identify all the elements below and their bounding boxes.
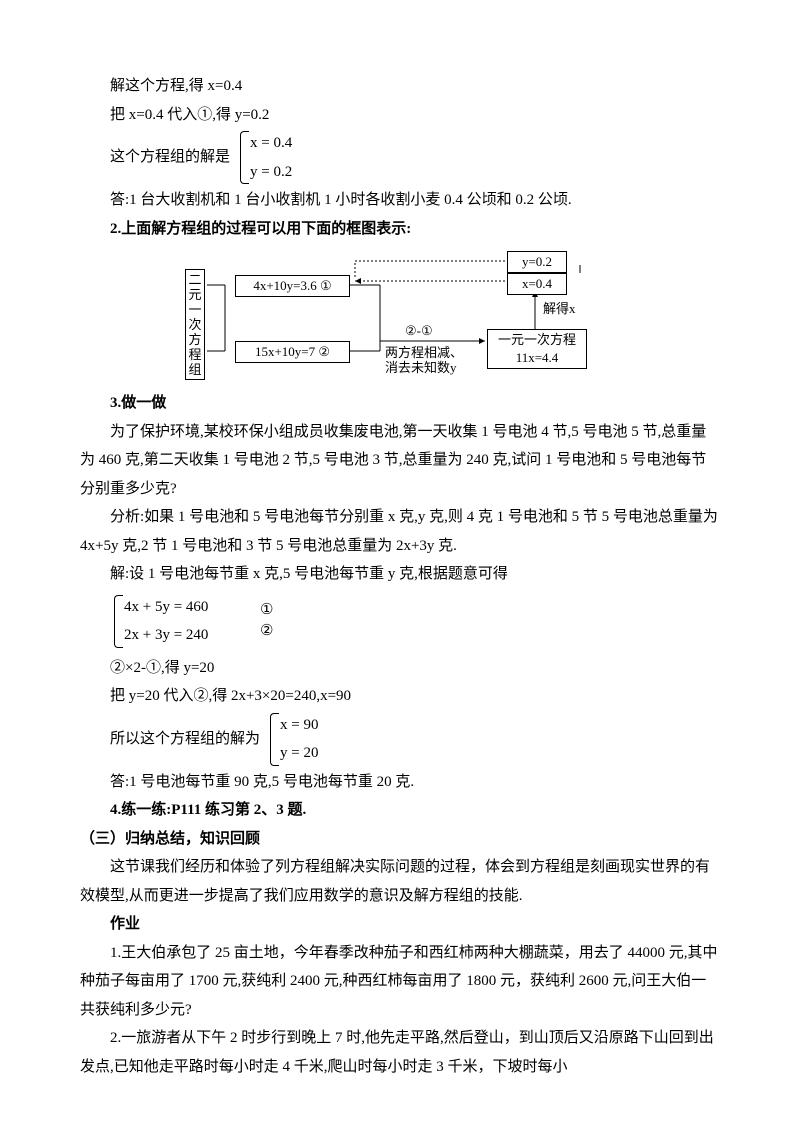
equation-system-2: 4x + 5y = 460 2x + 3y = 240 ① ② <box>110 593 720 650</box>
brace2-num2: ② <box>260 621 273 642</box>
answer-2: 答:1 号电池每节重 90 克,5 号电池每节重 20 克. <box>80 768 720 797</box>
brace3-row-x: x = 90 <box>280 717 318 733</box>
diagram-elim2: 消去未知数y <box>385 360 457 375</box>
brace-2: 4x + 5y = 460 2x + 3y = 240 <box>110 593 214 650</box>
line-sub-y: 把 x=0.4 代入①,得 y=0.2 <box>80 101 720 130</box>
brace2-eq2: 2x + 3y = 240 <box>124 625 214 646</box>
diagram-res-x: x=0.4 <box>507 273 567 295</box>
diagram-eq1: 4x+10y=3.6 ① <box>235 275 350 297</box>
solution-prefix: 这个方程组的解是 <box>110 143 230 172</box>
diagram-vert-label: 二元一次方程组 <box>185 269 205 380</box>
diagram-op: ②-① <box>405 323 433 338</box>
heading-4: 4.练一练:P111 练习第 2、3 题. <box>80 796 720 825</box>
step-sub: 把 y=20 代入②,得 2x+3×20=240,x=90 <box>80 682 720 711</box>
step-elim: ②×2-①,得 y=20 <box>80 654 720 683</box>
brace-3: x = 90 y = 20 <box>266 711 318 768</box>
brace1-row-x: x = 0.4 <box>250 135 292 151</box>
summary-heading: （三）归纳总结，知识回顾 <box>80 825 720 854</box>
flow-diagram: 二元一次方程组 4x+10y=3.6 ① 15x+10y=7 ② ②-① 两方程… <box>185 251 615 381</box>
diagram-solve: 解得x <box>543 301 576 316</box>
problem-3-analysis: 分析:如果 1 号电池和 5 号电池每节分别重 x 克,y 克,则 4 克 1 … <box>80 503 720 560</box>
brace1-row-y: y = 0.2 <box>250 164 292 180</box>
homework-heading: 作业 <box>80 910 720 939</box>
homework-2: 2.一旅游者从下午 2 时步行到晚上 7 时,他先走平路,然后登山，到山顶后又沿… <box>80 1024 720 1081</box>
heading-3: 3.做一做 <box>80 389 720 418</box>
solution-set-2: 所以这个方程组的解为 x = 90 y = 20 <box>110 711 720 768</box>
solution2-prefix: 所以这个方程组的解为 <box>110 725 260 754</box>
brace-1: x = 0.4 y = 0.2 <box>236 129 292 186</box>
problem-3-setup: 解:设 1 号电池每节重 x 克,5 号电池每节重 y 克,根据题意可得 <box>80 560 720 589</box>
diagram-onevar-title: 一元一次方程 <box>490 331 584 349</box>
homework-1: 1.王大伯承包了 25 亩土地，今年春季改种茄子和西红柿两种大棚蔬菜，用去了 4… <box>80 939 720 1025</box>
diagram-elim1: 两方程相减、 <box>385 345 463 360</box>
summary-text: 这节课我们经历和体验了列方程组解决实际问题的过程，体会到方程组是刻画现实世界的有… <box>80 853 720 910</box>
answer-1: 答:1 台大收割机和 1 台小收割机 1 小时各收割小麦 0.4 公顷和 0.2… <box>80 186 720 215</box>
problem-3-statement: 为了保护环境,某校环保小组成员收集废电池,第一天收集 1 号电池 4 节,5 号… <box>80 418 720 504</box>
brace2-eq1: 4x + 5y = 460 <box>124 597 214 618</box>
diagram-onevar: 一元一次方程 11x=4.4 <box>487 329 587 369</box>
diagram-onevar-eq: 11x=4.4 <box>490 349 584 367</box>
line-solve-x: 解这个方程,得 x=0.4 <box>80 72 720 101</box>
diagram-eq2: 15x+10y=7 ② <box>235 341 350 363</box>
heading-2: 2.上面解方程组的过程可以用下面的框图表示: <box>80 215 720 244</box>
diagram-res-y: y=0.2 <box>507 251 567 273</box>
brace3-row-y: y = 20 <box>280 745 318 761</box>
brace2-num1: ① <box>260 600 273 621</box>
solution-set-1: 这个方程组的解是 x = 0.4 y = 0.2 <box>110 129 720 186</box>
